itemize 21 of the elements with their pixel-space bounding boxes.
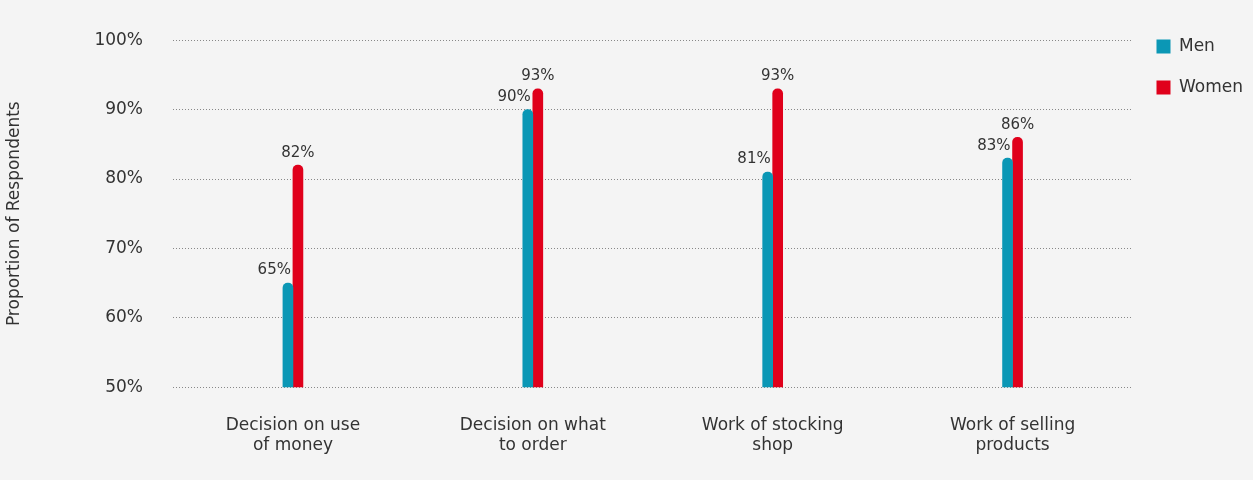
data-label: 86% (1000, 114, 1035, 133)
legend-label: Men (1178, 34, 1215, 55)
y-tick-label: 90% (105, 98, 143, 119)
data-label: 93% (761, 66, 795, 85)
x-tick-label: Work of stocking shop (701, 413, 844, 455)
data-label: 83% (977, 135, 1011, 154)
data-label: 81% (737, 149, 771, 168)
data-label: 93% (521, 66, 555, 85)
y-axis-title: Proportion of Respondents (2, 101, 23, 327)
x-tick-label: Work of selling products (949, 413, 1076, 455)
y-tick-label: 80% (105, 167, 143, 188)
legend-label: Women (1178, 75, 1244, 96)
y-tick-label: 100% (94, 28, 143, 49)
data-label: 65% (257, 260, 291, 279)
data-label: 82% (281, 142, 315, 161)
y-tick-label: 70% (105, 236, 143, 257)
x-tick-label: Decision on use of money (225, 413, 361, 455)
data-label: 90% (497, 86, 531, 105)
y-tick-label: 50% (105, 375, 143, 396)
x-tick-label: Decision on what to order (459, 413, 607, 455)
y-tick-label: 60% (105, 306, 143, 327)
